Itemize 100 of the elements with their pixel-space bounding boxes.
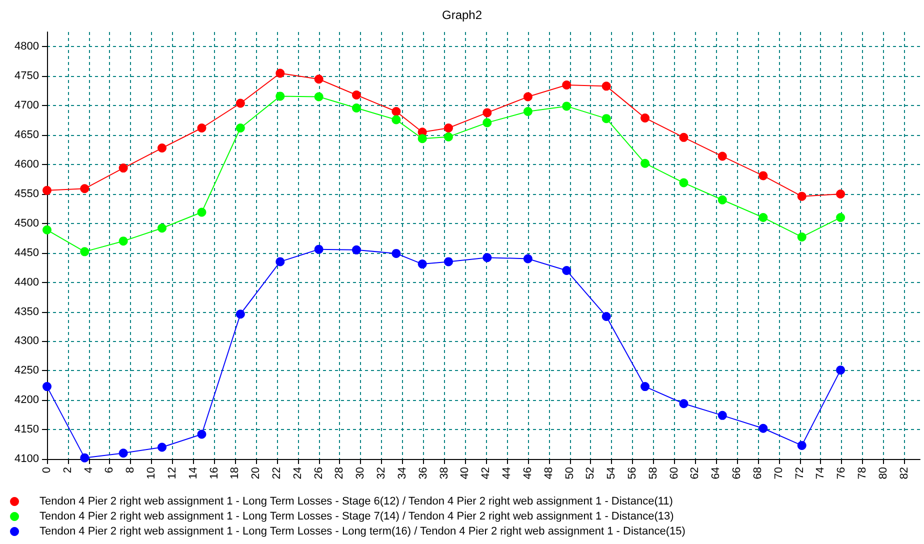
x-tick-label: 0 <box>41 467 53 474</box>
point <box>314 74 324 84</box>
x-tick-label: 24 <box>292 467 304 480</box>
point <box>418 134 427 144</box>
x-tick-label: 82 <box>898 467 910 480</box>
x-tick-label: 14 <box>187 467 200 480</box>
point <box>758 171 768 180</box>
point <box>392 115 401 124</box>
point <box>797 232 806 242</box>
x-tick-label: 4 <box>82 467 95 474</box>
x-tick-label: 36 <box>417 467 430 480</box>
legend-label: Tendon 4 Pier 2 right web assignment 1 - Long Term Losses - Stage 7(14) / Tendon 4 Pier 2 right web assignment 1 - Distance(13) <box>40 510 674 522</box>
point <box>418 260 427 269</box>
x-tick-label: 32 <box>376 467 388 480</box>
x-tick-label: 42 <box>480 467 492 480</box>
point <box>836 213 846 222</box>
point <box>679 399 688 408</box>
x-tick-label: 66 <box>731 467 744 480</box>
y-tick-label: 4650 <box>14 129 39 142</box>
point <box>562 102 572 111</box>
x-tick-label: 12 <box>166 467 178 480</box>
point <box>444 124 453 132</box>
point <box>718 195 727 204</box>
point <box>392 107 401 116</box>
point <box>718 152 727 161</box>
point <box>236 310 245 319</box>
x-tick-label: 22 <box>271 467 284 480</box>
point <box>444 257 453 266</box>
x-tick-label: 72 <box>794 467 806 480</box>
x-tick-label: 76 <box>836 467 848 480</box>
point <box>276 68 285 78</box>
point <box>602 312 611 321</box>
point <box>640 382 650 392</box>
point <box>482 253 492 262</box>
x-tick-label: 50 <box>564 467 576 480</box>
point <box>80 247 90 256</box>
point <box>158 442 167 452</box>
y-tick-label: 4450 <box>14 246 39 259</box>
x-tick-label: 58 <box>647 467 660 480</box>
point <box>758 424 768 433</box>
point <box>482 108 492 118</box>
point <box>640 113 650 122</box>
point <box>158 224 167 233</box>
point <box>797 440 806 450</box>
x-tick-label: 30 <box>354 467 367 480</box>
x-tick-label: 48 <box>542 467 555 480</box>
point <box>42 186 52 195</box>
point <box>158 144 167 153</box>
point <box>836 366 846 375</box>
x-tick-label: 46 <box>522 467 534 480</box>
point <box>42 225 52 234</box>
point <box>523 254 532 264</box>
point <box>352 103 361 112</box>
point <box>482 118 492 128</box>
point <box>276 257 285 266</box>
point <box>197 208 206 217</box>
x-tick-label: 68 <box>752 467 764 480</box>
x-tick-label: 40 <box>459 467 472 480</box>
chart-title: Graph2 <box>442 8 482 22</box>
y-tick-label: 4350 <box>14 306 39 318</box>
point <box>118 164 128 173</box>
x-tick-label: 16 <box>208 467 220 480</box>
point <box>523 92 532 102</box>
point <box>314 244 324 254</box>
legend-label: Tendon 4 Pier 2 right web assignment 1 - Long Term Losses - Long term(16) / Tendon 4 Pier 2 right web assignment 1 - Distance(15) <box>40 526 686 538</box>
x-tick-label: 62 <box>689 467 702 480</box>
x-tick-label: 10 <box>146 467 158 480</box>
point <box>118 448 128 458</box>
x-tick-label: 74 <box>814 467 827 480</box>
x-tick-label: 38 <box>438 467 450 480</box>
point <box>562 266 572 276</box>
x-tick-label: 54 <box>606 467 618 480</box>
y-tick-label: 4550 <box>14 188 39 200</box>
x-tick-label: 2 <box>62 467 74 474</box>
point <box>197 124 206 132</box>
point <box>80 453 90 462</box>
point <box>276 92 285 101</box>
point <box>118 236 128 246</box>
point <box>352 245 361 254</box>
point <box>562 80 572 90</box>
x-tick-label: 20 <box>250 467 262 480</box>
x-tick-label: 18 <box>229 467 242 480</box>
x-tick-label: 8 <box>124 467 137 474</box>
point <box>836 189 846 198</box>
y-tick-label: 4200 <box>14 394 39 406</box>
point <box>640 158 650 168</box>
point <box>197 430 206 439</box>
point <box>523 107 532 116</box>
y-tick-label: 4800 <box>14 40 39 53</box>
x-tick-label: 78 <box>856 467 868 480</box>
point <box>314 92 324 102</box>
point <box>679 132 688 142</box>
point <box>602 114 611 124</box>
legend-label: Tendon 4 Pier 2 right web assignment 1 - Long Term Losses - Stage 6(12) / Tendon 4 Pier 2 right web assignment 1 - Distance(11) <box>40 496 673 508</box>
x-tick-label: 34 <box>396 467 408 480</box>
y-tick-label: 4100 <box>14 453 39 465</box>
x-tick-label: 26 <box>312 467 325 480</box>
point <box>236 98 245 108</box>
x-tick-label: 6 <box>104 467 116 474</box>
point <box>718 410 727 420</box>
